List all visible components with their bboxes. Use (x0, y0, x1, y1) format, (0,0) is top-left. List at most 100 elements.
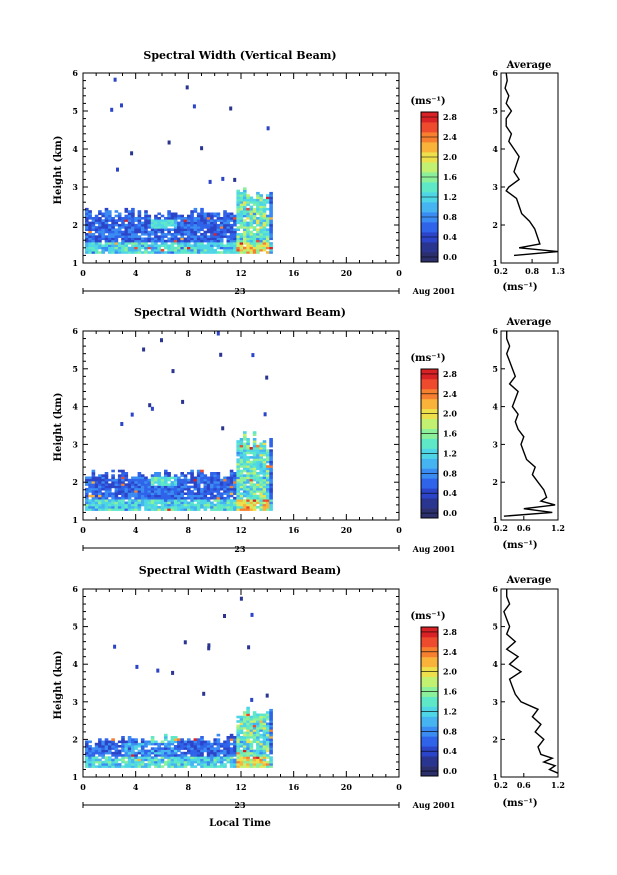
heatmap-cell (269, 765, 273, 768)
heatmap-cell (193, 506, 198, 509)
colorbar-tick-label: 2.0 (443, 667, 457, 677)
heatmap-cell (101, 747, 105, 750)
heatmap-cell (108, 217, 112, 220)
heatmap-cell (233, 742, 237, 746)
heatmap-cell (85, 760, 89, 764)
heatmap-cell (127, 760, 132, 764)
heatmap-cell (223, 476, 227, 480)
heatmap-cell (131, 221, 135, 225)
heatmap-cell (137, 503, 142, 507)
heatmap-cell (137, 501, 142, 505)
heatmap-cell (117, 219, 122, 222)
heatmap-cell (160, 485, 165, 489)
heatmap-cell (259, 203, 263, 206)
profile-y-tick-label: 4 (492, 402, 498, 412)
heatmap-cell (203, 492, 208, 495)
heatmap-cell (236, 745, 240, 748)
heatmap-cell (239, 244, 244, 247)
heatmap-cell (177, 508, 181, 511)
heatmap-cell (157, 490, 161, 493)
heatmap-cell (233, 237, 237, 241)
heatmap-cell (239, 456, 244, 459)
heatmap-cell (259, 485, 263, 489)
heatmap-cell (88, 223, 92, 227)
heatmap-cell (216, 506, 221, 509)
heatmap-cell (150, 763, 155, 766)
heatmap-cell (243, 483, 247, 486)
heatmap-cell (223, 235, 227, 238)
heatmap-cell (236, 474, 240, 477)
heatmap-cell (262, 499, 267, 502)
heatmap-cell (170, 219, 175, 222)
heatmap-cell (170, 499, 175, 502)
heatmap-cell (157, 749, 161, 753)
heatmap-cell (216, 476, 221, 480)
heatmap-cell (262, 472, 267, 475)
heatmap-cell (256, 494, 260, 498)
heatmap-cell (121, 508, 125, 511)
heatmap-cell (223, 754, 227, 757)
heatmap-cell (131, 223, 135, 227)
heatmap-cell (262, 217, 267, 220)
heatmap-cell (252, 456, 257, 459)
heatmap-cell (154, 508, 158, 511)
heatmap-cell (101, 754, 105, 757)
heatmap-cell (236, 449, 240, 452)
heatmap-cell (256, 758, 260, 762)
heatmap-cell (249, 469, 254, 473)
heatmap-cell (131, 226, 135, 229)
heatmap-cell (236, 440, 240, 443)
heatmap-cell (94, 496, 99, 500)
heatmap-cell (203, 483, 208, 486)
heatmap-cell (114, 478, 119, 482)
heatmap-cell (233, 763, 237, 766)
heatmap-cell (226, 223, 231, 227)
heatmap-cell (256, 451, 260, 455)
heatmap-cell (216, 474, 221, 477)
heatmap-cell (262, 469, 267, 473)
heatmap-cell (200, 212, 204, 216)
heatmap-cell (250, 697, 254, 702)
heatmap-cell (252, 214, 257, 218)
heatmap-cell (111, 221, 115, 225)
heatmap-cell (183, 226, 188, 229)
heatmap-cell (206, 242, 211, 245)
heatmap-cell (91, 763, 96, 766)
heatmap-cell (137, 214, 142, 218)
heatmap-cell (229, 503, 234, 507)
heatmap-cell (203, 501, 208, 505)
heatmap-cell (120, 422, 124, 426)
heatmap-cell (256, 223, 260, 227)
heatmap-cell (187, 742, 191, 746)
heatmap-cell (121, 756, 125, 759)
heatmap-cell (208, 179, 212, 184)
heatmap-cell (256, 467, 260, 471)
heatmap-cell (140, 763, 145, 766)
heatmap-cell (246, 720, 250, 723)
heatmap-cell (223, 508, 227, 511)
colorbar-swatch (421, 676, 438, 687)
heatmap-cell (124, 244, 129, 247)
heatmap-cell (131, 251, 135, 254)
heatmap-cell (243, 713, 247, 717)
heatmap-cell (259, 453, 263, 457)
heatmap-cell (249, 749, 254, 753)
heatmap-cell (196, 235, 201, 238)
heatmap-cell (223, 233, 227, 236)
heatmap-cell (236, 749, 240, 753)
heatmap-cell (94, 760, 99, 764)
heatmap-cell (173, 765, 178, 768)
heatmap-cell (193, 242, 198, 245)
heatmap-cell (180, 221, 184, 225)
profile-frame (500, 330, 559, 521)
heatmap-cell (183, 476, 188, 480)
heatmap-cell (262, 453, 267, 457)
heatmap-cell (88, 503, 92, 507)
heatmap-cell (213, 248, 217, 252)
profile-y-tick-label: 1 (492, 515, 498, 525)
heatmap-cell (127, 251, 132, 254)
heatmap-cell (98, 490, 102, 493)
heatmap-cell (173, 749, 178, 753)
heatmap-cell (229, 763, 234, 766)
heatmap-cell (173, 760, 178, 764)
